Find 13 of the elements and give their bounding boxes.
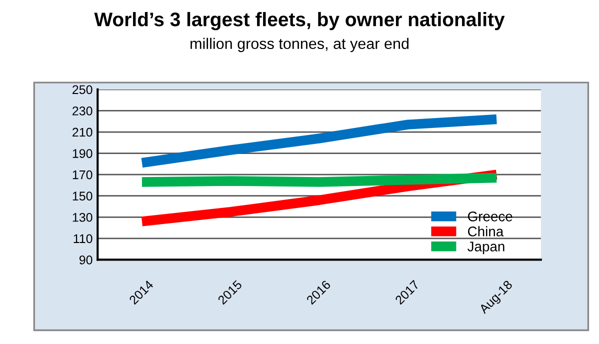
y-tick-label: 130 bbox=[72, 212, 92, 222]
y-tick-label: 230 bbox=[72, 106, 92, 116]
legend-label: Japan bbox=[468, 242, 504, 254]
y-tick-label: 170 bbox=[72, 170, 92, 180]
y-tick-label: 190 bbox=[72, 149, 92, 158]
y-tick-label: 250 bbox=[72, 85, 92, 94]
y-tick-label: 110 bbox=[74, 234, 92, 244]
y-tick-label: 90 bbox=[79, 256, 92, 264]
y-tick-label: 210 bbox=[72, 128, 92, 137]
chart-title: World’s 3 largest fleets, by owner nationality bbox=[94, 12, 505, 30]
legend-label: China bbox=[468, 226, 504, 236]
y-tick-label: 150 bbox=[72, 192, 92, 201]
chart-subtitle: million gross tonnes, at year end bbox=[190, 38, 408, 52]
